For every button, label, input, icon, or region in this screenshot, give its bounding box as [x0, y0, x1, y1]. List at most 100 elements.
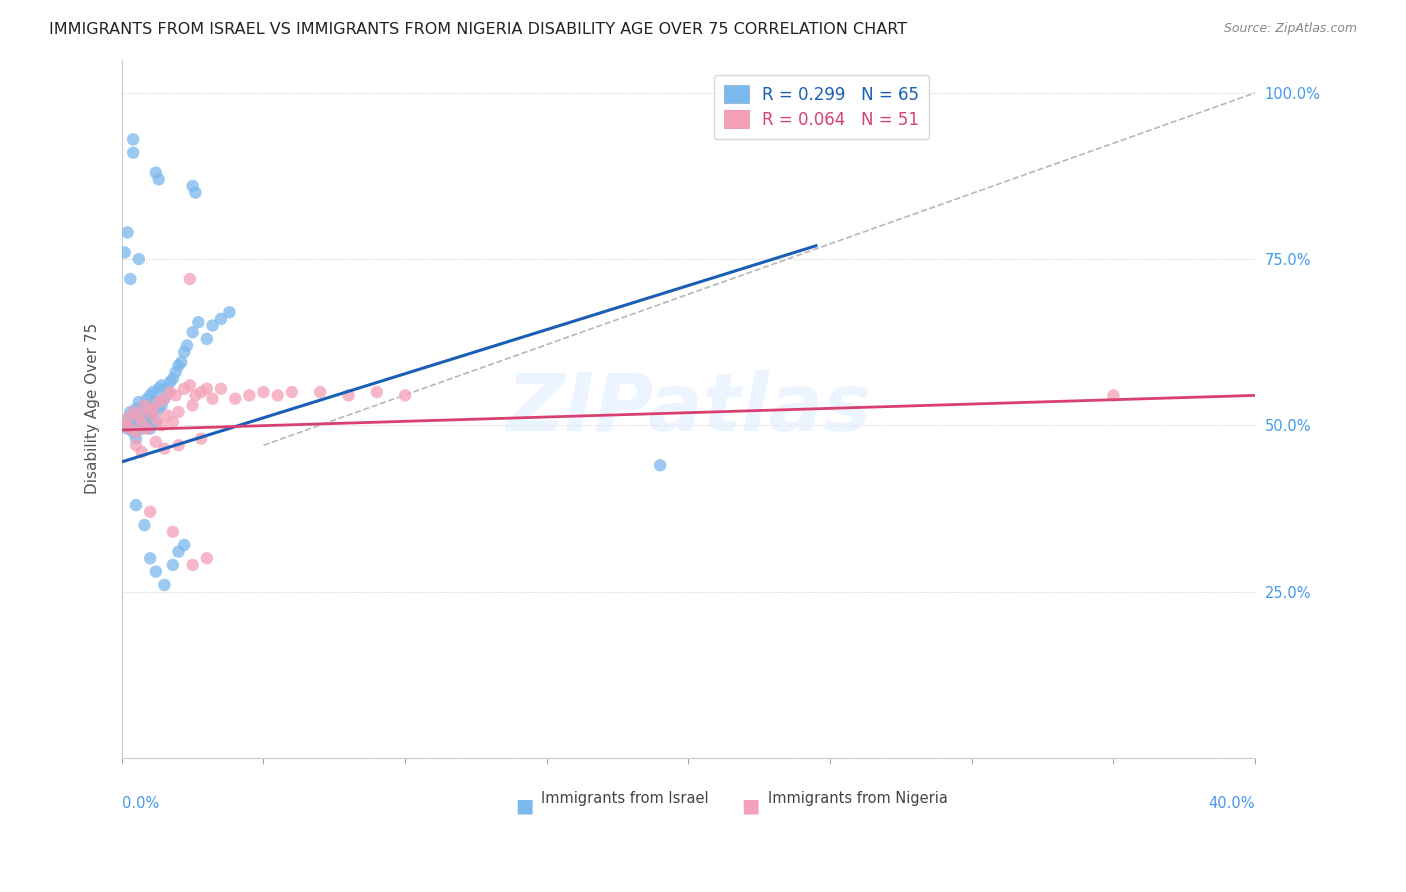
Point	[122, 132, 145, 146]
Point	[125, 425, 148, 439]
Point	[190, 432, 212, 446]
Point	[114, 418, 136, 433]
Point	[209, 312, 232, 326]
Point	[162, 558, 184, 572]
Point	[165, 388, 187, 402]
Point	[195, 332, 218, 346]
Point	[179, 272, 201, 286]
Point	[148, 382, 170, 396]
Point	[114, 418, 136, 433]
Point	[117, 411, 139, 425]
Point	[181, 178, 204, 193]
Point	[184, 186, 207, 200]
Point	[156, 409, 179, 423]
Point	[128, 395, 150, 409]
Point	[139, 405, 162, 419]
Point	[167, 438, 190, 452]
Point	[153, 578, 176, 592]
Point	[209, 382, 232, 396]
Point	[337, 388, 360, 402]
Point	[142, 405, 165, 419]
Point	[125, 438, 148, 452]
Point	[159, 385, 181, 400]
Point	[125, 498, 148, 512]
Text: Immigrants from Nigeria: Immigrants from Nigeria	[768, 791, 948, 806]
Point	[195, 551, 218, 566]
Point	[120, 415, 142, 429]
Y-axis label: Disability Age Over 75: Disability Age Over 75	[86, 323, 100, 494]
Point	[134, 518, 156, 533]
Point	[131, 422, 153, 436]
Text: Immigrants from Israel: Immigrants from Israel	[541, 791, 709, 806]
Point	[156, 382, 179, 396]
Point	[170, 355, 193, 369]
Point	[167, 405, 190, 419]
Text: 0.0%: 0.0%	[122, 797, 159, 811]
Point	[148, 172, 170, 186]
Point	[134, 415, 156, 429]
Point	[139, 505, 162, 519]
Point	[173, 538, 195, 552]
Point	[148, 395, 170, 409]
Point	[145, 166, 167, 180]
Point	[394, 388, 416, 402]
Point	[150, 398, 173, 412]
Point	[131, 445, 153, 459]
Text: IMMIGRANTS FROM ISRAEL VS IMMIGRANTS FROM NIGERIA DISABILITY AGE OVER 75 CORRELA: IMMIGRANTS FROM ISRAEL VS IMMIGRANTS FRO…	[49, 22, 907, 37]
Point	[190, 385, 212, 400]
Point	[139, 551, 162, 566]
Point	[281, 385, 304, 400]
Point	[128, 252, 150, 266]
Point	[167, 544, 190, 558]
Point	[122, 145, 145, 160]
Point	[179, 378, 201, 392]
Point	[218, 305, 240, 319]
Point	[117, 226, 139, 240]
Point	[122, 409, 145, 423]
Point	[167, 359, 190, 373]
Point	[145, 395, 167, 409]
Point	[145, 434, 167, 449]
Point	[139, 422, 162, 436]
Point	[153, 392, 176, 406]
Point	[195, 382, 218, 396]
Point	[150, 378, 173, 392]
Point	[134, 398, 156, 412]
Text: ■: ■	[741, 797, 761, 815]
Point	[120, 272, 142, 286]
Point	[238, 388, 260, 402]
Point	[224, 392, 246, 406]
Point	[187, 315, 209, 329]
Point	[139, 409, 162, 423]
Point	[165, 365, 187, 379]
Point	[136, 411, 159, 425]
Point	[148, 401, 170, 416]
Point	[153, 392, 176, 406]
Text: ■: ■	[515, 797, 533, 815]
Point	[120, 422, 142, 436]
Point	[162, 415, 184, 429]
Point	[145, 415, 167, 429]
Point	[1102, 388, 1125, 402]
Point	[125, 401, 148, 416]
Point	[117, 411, 139, 425]
Point	[162, 372, 184, 386]
Point	[131, 405, 153, 419]
Point	[122, 405, 145, 419]
Point	[366, 385, 388, 400]
Point	[176, 338, 198, 352]
Point	[153, 442, 176, 456]
Point	[131, 415, 153, 429]
Point	[128, 409, 150, 423]
Point	[201, 392, 224, 406]
Point	[159, 375, 181, 389]
Point	[150, 418, 173, 433]
Point	[181, 325, 204, 339]
Point	[266, 388, 288, 402]
Point	[650, 458, 672, 473]
Point	[136, 392, 159, 406]
Point	[142, 385, 165, 400]
Text: Source: ZipAtlas.com: Source: ZipAtlas.com	[1223, 22, 1357, 36]
Point	[309, 385, 332, 400]
Point	[173, 382, 195, 396]
